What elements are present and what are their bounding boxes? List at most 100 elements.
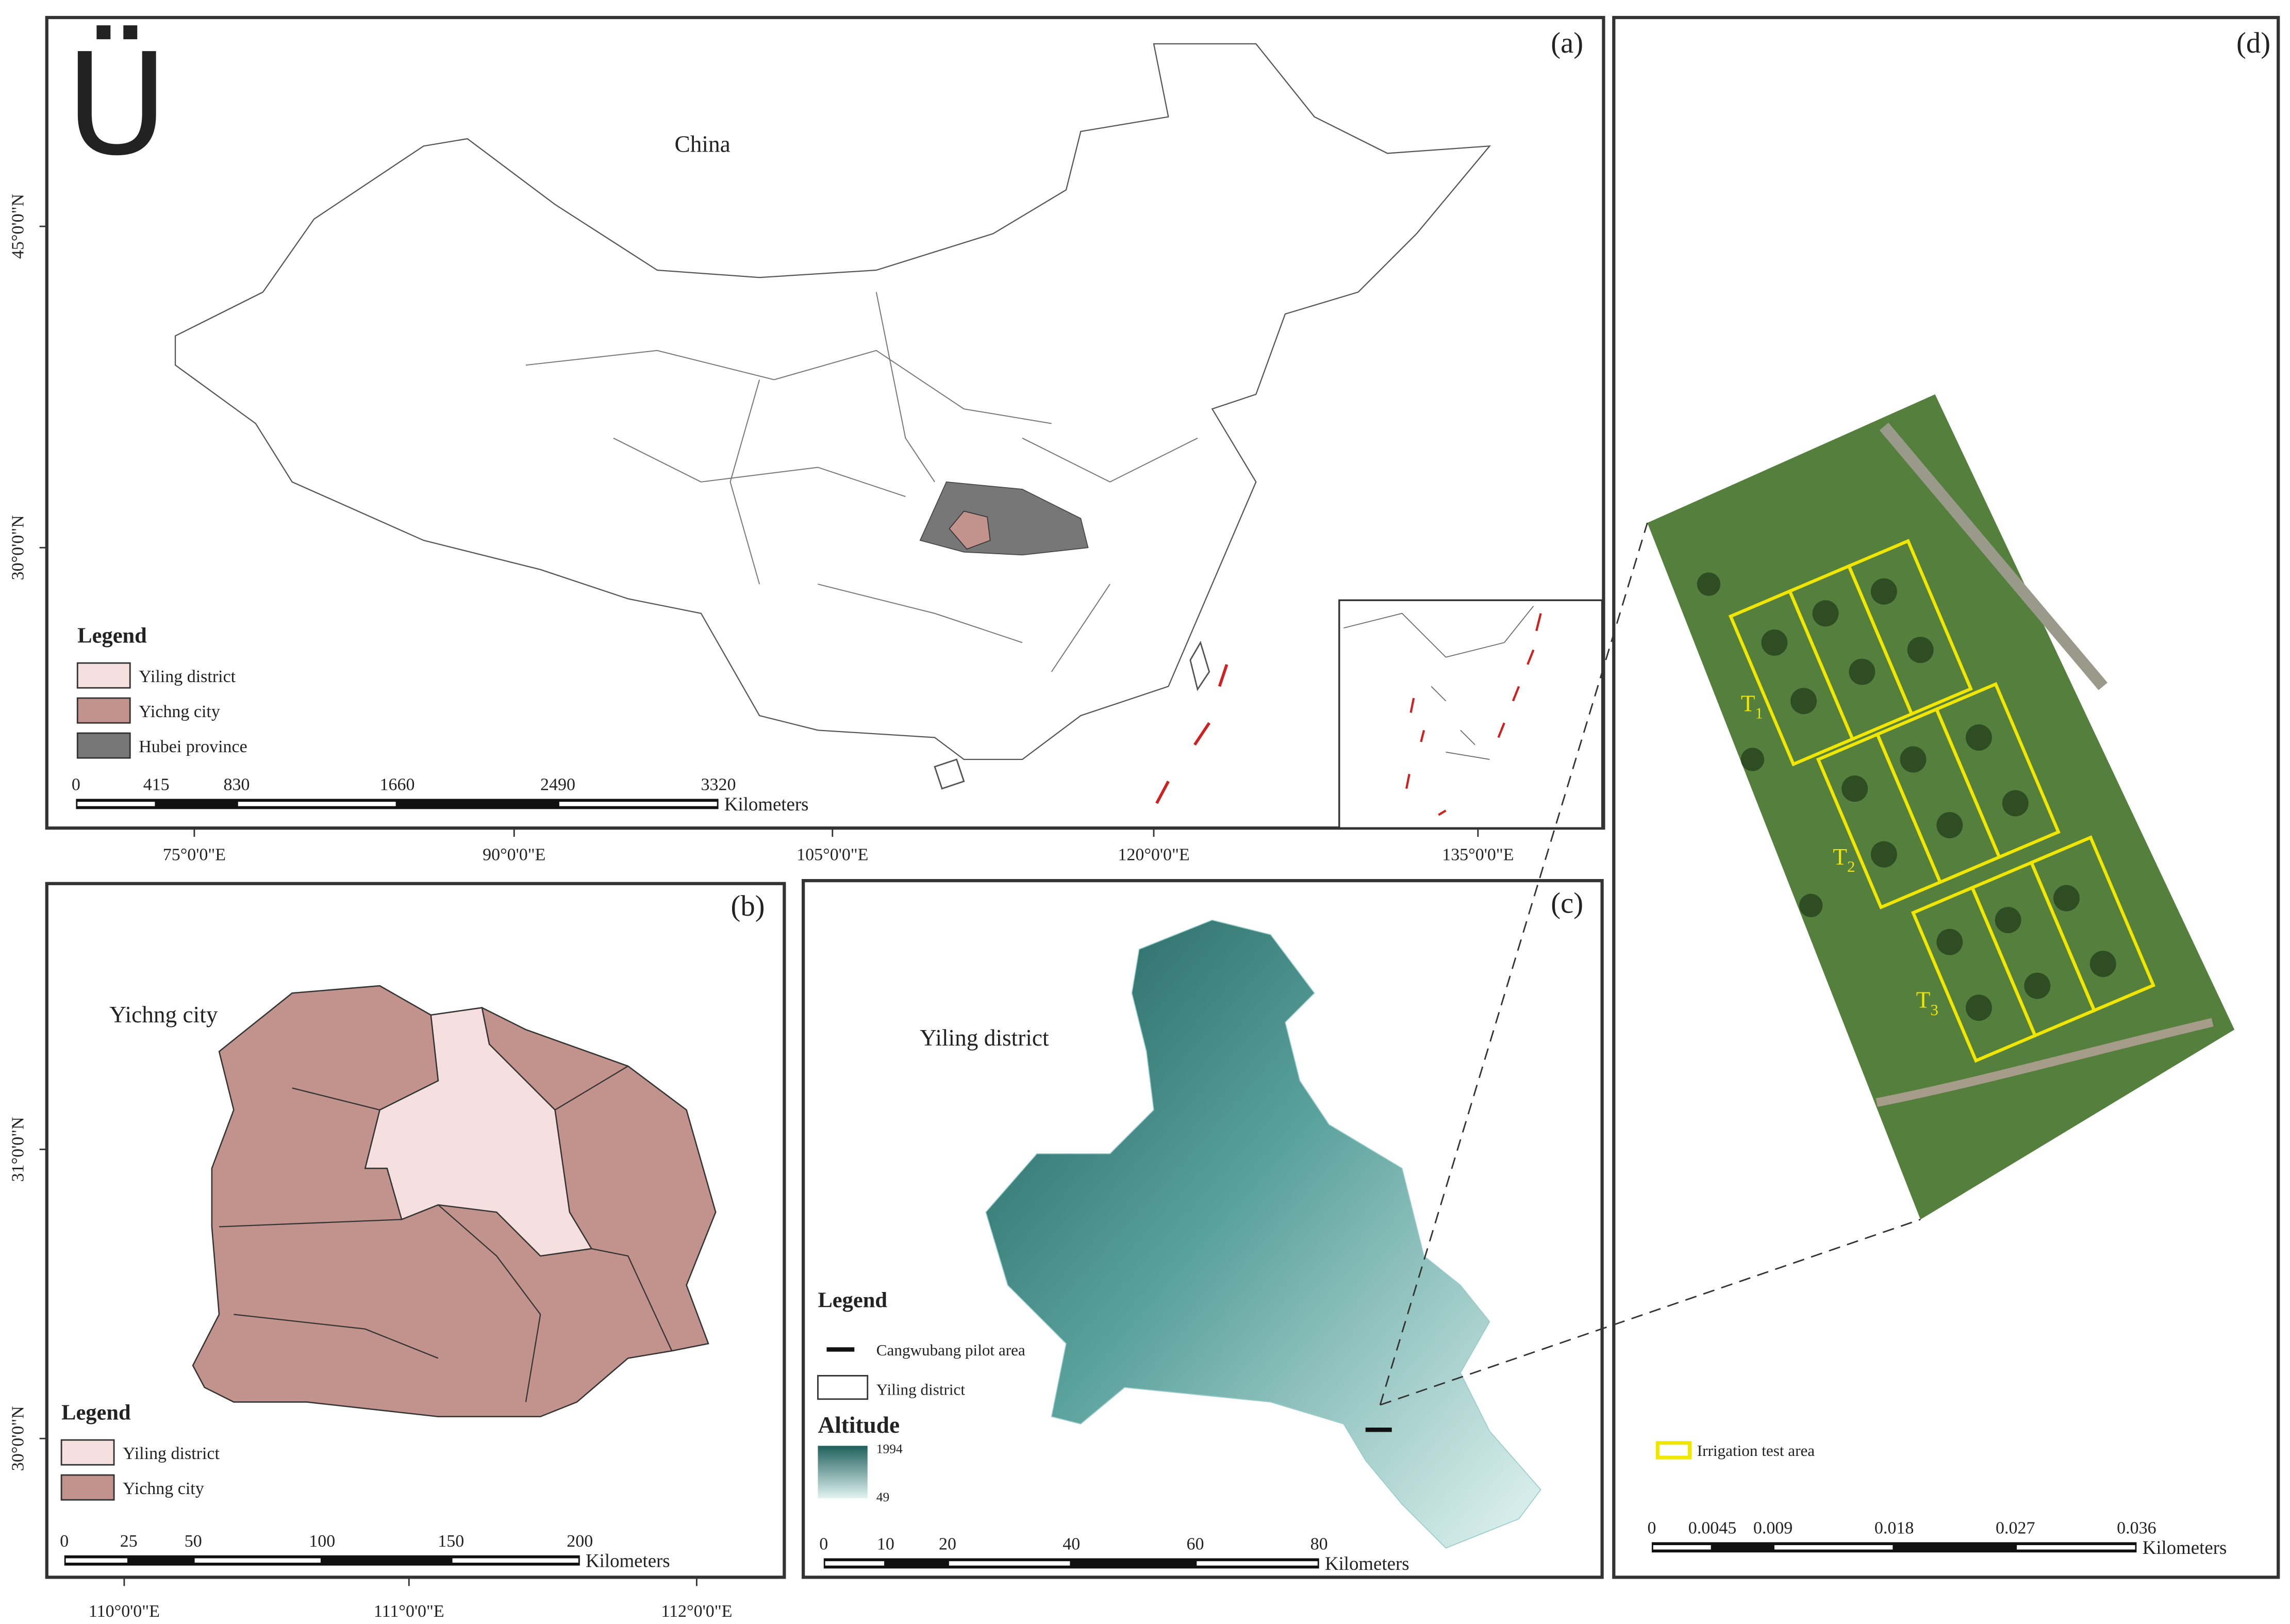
- scale-label: 0.036: [2117, 1518, 2156, 1537]
- scale-segment: [65, 1558, 127, 1563]
- legend-title: Altitude: [818, 1412, 900, 1438]
- scale-label: 200: [567, 1532, 593, 1551]
- plot: [2029, 835, 2156, 1013]
- scale-label: 0: [819, 1535, 828, 1554]
- plot-group: [1911, 835, 2156, 1063]
- scale-segment: [559, 802, 717, 806]
- panel-label: (a): [1551, 27, 1583, 59]
- scale-segment: [194, 1558, 321, 1563]
- scale-label: 150: [438, 1532, 464, 1551]
- latitude-label: 30°0'0"N: [8, 515, 27, 580]
- yiling-district: [364, 1007, 593, 1257]
- scale-label: 1660: [380, 775, 415, 794]
- scale-label: 0: [1647, 1518, 1656, 1537]
- longitude-label: 105°0'0"E: [796, 845, 868, 864]
- panel-frame: [802, 879, 1604, 1579]
- scale-segment: [1774, 1545, 1893, 1550]
- longitude-label: 90°0'0"E: [483, 845, 545, 864]
- scale-segment: [2017, 1545, 2135, 1550]
- legend-title: Legend: [61, 1400, 131, 1424]
- longitude-label: 110°0'0"E: [89, 1602, 160, 1621]
- legend-swatch: [76, 697, 131, 724]
- scale-label: 0.0045: [1688, 1518, 1736, 1537]
- scale-segment: [825, 1561, 885, 1566]
- scale-bar: [76, 799, 719, 809]
- scale-label: 0: [72, 775, 80, 794]
- plot-letter: T: [1741, 691, 1755, 717]
- plot-group: [1728, 539, 1973, 767]
- scale-label: 0.009: [1753, 1518, 1793, 1537]
- scale-label: 0.018: [1874, 1518, 1914, 1537]
- panel-label: (b): [731, 890, 765, 922]
- north-arrow: Ü: [65, 24, 168, 187]
- scale-segment: [949, 1561, 1070, 1566]
- longitude-label: 135°0'0"E: [1442, 845, 1514, 864]
- road: [1876, 1018, 2214, 1107]
- panel-frame: [45, 882, 786, 1579]
- scale-segment: [77, 802, 155, 806]
- latitude-label: 45°0'0"N: [8, 194, 27, 259]
- latitude-label: 30°0'0"N: [8, 1406, 27, 1471]
- scale-segment: [238, 802, 396, 806]
- district-boundaries: [219, 1065, 673, 1402]
- legend-label: Yiling district: [123, 1444, 220, 1463]
- scale-label: 830: [223, 775, 250, 794]
- legend-label: Cangwubang pilot area: [876, 1341, 1025, 1359]
- plot-letter: T: [1833, 844, 1847, 870]
- panel-frame: [45, 15, 1605, 830]
- scale-label: 50: [185, 1532, 202, 1551]
- scale-label: 10: [877, 1535, 894, 1554]
- panel-label: (d): [2236, 27, 2270, 59]
- plot-label: T1: [1741, 691, 1763, 722]
- scale-segment: [1653, 1545, 1711, 1550]
- plot-index: 2: [1847, 857, 1855, 875]
- legend-label: Yichng city: [123, 1479, 204, 1498]
- plot-index: 1: [1755, 704, 1763, 722]
- taiwan: [1189, 640, 1210, 691]
- test-plots: [1728, 539, 2156, 1063]
- legend-label: Yiling district: [876, 1380, 966, 1398]
- panel-b: (b) Yichng city: [45, 882, 786, 1579]
- panel-a: (a) Ü China: [45, 15, 1605, 830]
- scale-bar: [1651, 1542, 2137, 1553]
- legend-title: Legend: [818, 1288, 887, 1312]
- hainan: [934, 758, 965, 790]
- road: [1879, 422, 2108, 690]
- scale-label: 20: [939, 1535, 956, 1554]
- scale-label: 40: [1063, 1535, 1080, 1554]
- scale-unit: Kilometers: [1325, 1553, 1409, 1574]
- zoom-line: [1379, 522, 1648, 1405]
- scale-label: 25: [120, 1532, 138, 1551]
- zoom-line: [1380, 1218, 1921, 1406]
- latitude-label: 31°0'0"N: [8, 1117, 27, 1182]
- scale-segment: [1197, 1561, 1318, 1566]
- legend-swatch: [76, 662, 131, 689]
- longitude-label: 111°0'0"E: [374, 1602, 444, 1621]
- inset-coast: [1343, 606, 1534, 760]
- map-title: Yichng city: [109, 1002, 218, 1028]
- scale-label: 415: [143, 775, 170, 794]
- plot-label: T3: [1916, 987, 1938, 1019]
- altitude-ramp: [818, 1446, 868, 1499]
- panel-label: (c): [1551, 887, 1583, 919]
- scale-label: 0.027: [1996, 1518, 2035, 1537]
- panel-frame: [1612, 15, 2280, 1579]
- boundary-dashes: [1155, 664, 1229, 804]
- yichang-city: [949, 510, 991, 550]
- legend-label: Yichng city: [139, 702, 220, 721]
- panel-d: (d) Irrigation test area: [1379, 15, 2280, 1579]
- trees: [1697, 572, 2116, 1021]
- scale-label: 60: [1186, 1535, 1204, 1554]
- plot-label: T2: [1833, 844, 1855, 875]
- dem-relief: [985, 919, 1541, 1549]
- china-outline: [174, 43, 1491, 760]
- scale-unit: Kilometers: [2143, 1537, 2227, 1558]
- map-title: Yiling district: [920, 1025, 1049, 1051]
- scale-segment: [452, 1558, 578, 1563]
- scale-label: 3320: [701, 775, 736, 794]
- scale-label: 0: [60, 1532, 69, 1551]
- panel-c: (c) Yiling district Legend Cangwubang pi…: [802, 879, 1604, 1579]
- altitude-min: 49: [876, 1489, 889, 1504]
